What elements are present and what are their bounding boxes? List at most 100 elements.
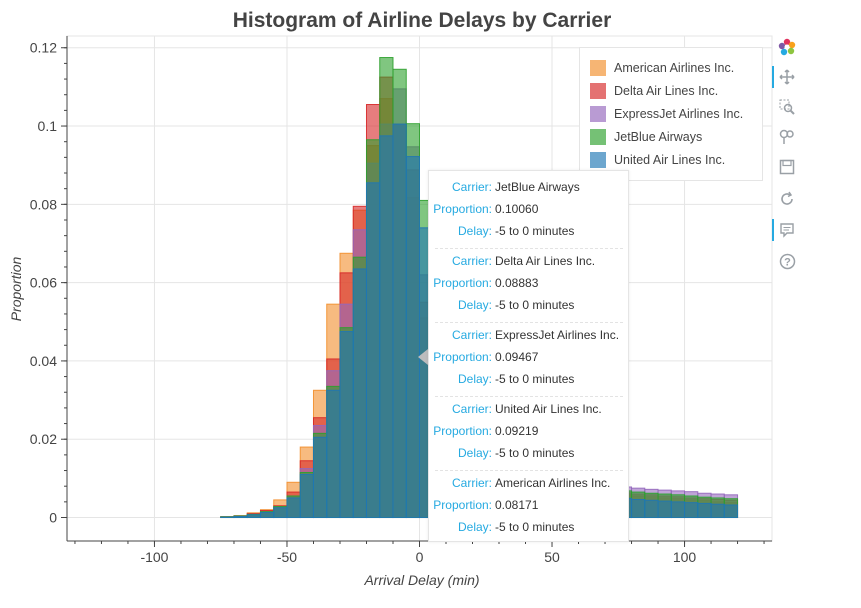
tooltip-separator <box>435 470 623 471</box>
tooltip-carrier: Delta Air Lines Inc. <box>495 254 596 268</box>
legend: American Airlines Inc. Delta Air Lines I… <box>579 47 763 181</box>
bar[interactable] <box>644 499 659 519</box>
bar[interactable] <box>233 515 248 519</box>
bar[interactable] <box>273 507 288 519</box>
tooltip-key: Delay: <box>457 372 492 386</box>
y-tick-label: 0 <box>49 510 57 526</box>
bar[interactable] <box>339 331 354 519</box>
bar[interactable] <box>631 499 646 519</box>
x-tick-label: 0 <box>416 549 424 565</box>
bar[interactable] <box>312 436 328 519</box>
x-tick-label: -100 <box>140 549 168 565</box>
wheel-zoom-icon[interactable] <box>772 126 802 148</box>
legend-item-jetblue[interactable]: JetBlue Airways <box>590 127 702 147</box>
legend-swatch <box>590 83 606 99</box>
legend-swatch <box>590 106 606 122</box>
hover-icon[interactable] <box>772 219 802 241</box>
bar[interactable] <box>326 389 341 519</box>
tooltip-key: Proportion: <box>433 424 492 438</box>
pan-icon[interactable] <box>772 66 802 88</box>
y-tick-label: 0.08 <box>30 196 57 212</box>
y-tick-label: 0.06 <box>30 275 57 291</box>
tooltip-delay: -5 to 0 minutes <box>495 520 575 534</box>
bar[interactable] <box>657 500 672 519</box>
tooltip-row: Delay: -5 to 0 minutes <box>429 371 628 387</box>
axes: 0 0.02 0.04 0.06 0.08 0.1 0.12 -100 -50 0 50 100 <box>30 36 772 565</box>
tooltip-row: Carrier: ExpressJet Airlines Inc. <box>429 327 628 343</box>
save-icon[interactable] <box>772 156 802 178</box>
legend-label: JetBlue Airways <box>614 130 703 144</box>
x-tick-label: 100 <box>673 549 697 565</box>
tooltip-carrier: United Air Lines Inc. <box>495 402 602 416</box>
tooltip-pointer <box>418 349 428 365</box>
bar[interactable] <box>352 268 367 519</box>
bar[interactable] <box>670 501 686 519</box>
bar[interactable] <box>286 497 301 519</box>
box-zoom-icon[interactable] <box>772 96 802 118</box>
tooltip-delay: -5 to 0 minutes <box>495 372 575 386</box>
bar[interactable] <box>259 511 275 519</box>
tooltip-key: Proportion: <box>433 498 492 512</box>
bar[interactable] <box>365 182 381 519</box>
help-icon[interactable]: ? <box>772 250 802 272</box>
bar[interactable] <box>684 502 699 519</box>
tooltip-key: Proportion: <box>433 202 492 216</box>
tooltip-key: Delay: <box>457 520 492 534</box>
tooltip-row: Proportion: 0.08883 <box>429 275 628 291</box>
y-tick-label: 0.1 <box>38 118 58 134</box>
legend-swatch <box>590 60 606 76</box>
tooltip-key: Delay: <box>457 446 492 460</box>
tooltip-key: Carrier: <box>451 328 492 342</box>
legend-item-american[interactable]: American Airlines Inc. <box>590 58 734 78</box>
legend-item-delta[interactable]: Delta Air Lines Inc. <box>590 81 718 101</box>
tooltip-key: Proportion: <box>433 276 492 290</box>
bar[interactable] <box>379 135 394 519</box>
tooltip-row: Delay: -5 to 0 minutes <box>429 519 628 535</box>
bar[interactable] <box>710 503 725 519</box>
tooltip-row: Proportion: 0.08171 <box>429 497 628 513</box>
tooltip-key: Carrier: <box>451 180 492 194</box>
bar[interactable] <box>697 502 712 519</box>
tooltip-separator <box>435 322 623 323</box>
bar[interactable] <box>299 473 314 519</box>
bar[interactable] <box>723 504 739 519</box>
tooltip-delay: -5 to 0 minutes <box>495 298 575 312</box>
x-tick-label: -50 <box>277 549 297 565</box>
bar[interactable] <box>246 514 261 519</box>
bar[interactable] <box>392 123 407 519</box>
legend-swatch <box>590 129 606 145</box>
legend-swatch <box>590 152 606 168</box>
tooltip-separator <box>435 396 623 397</box>
y-axis-label: Proportion <box>8 256 24 321</box>
tooltip-row: Carrier: JetBlue Airways <box>429 179 628 195</box>
tooltip-carrier: American Airlines Inc. <box>495 476 611 490</box>
bar[interactable] <box>405 156 420 519</box>
bokeh-logo-icon[interactable] <box>772 36 802 58</box>
tooltip-key: Delay: <box>457 224 492 238</box>
tooltip-delay: -5 to 0 minutes <box>495 446 575 460</box>
tooltip-key: Carrier: <box>451 402 492 416</box>
tooltip-row: Carrier: American Airlines Inc. <box>429 475 628 491</box>
tooltip-proportion: 0.09467 <box>495 350 539 364</box>
tooltip-separator <box>435 248 623 249</box>
tooltip-row: Carrier: United Air Lines Inc. <box>429 401 628 417</box>
tooltip-proportion: 0.08171 <box>495 498 539 512</box>
y-tick-label: 0.12 <box>30 40 57 56</box>
tooltip-key: Proportion: <box>433 350 492 364</box>
chart-title: Histogram of Airline Delays by Carrier <box>233 9 612 32</box>
reset-icon[interactable] <box>772 188 802 210</box>
tooltip-delay: -5 to 0 minutes <box>495 224 575 238</box>
tooltip-row: Delay: -5 to 0 minutes <box>429 223 628 239</box>
tooltip-key: Carrier: <box>451 254 492 268</box>
tooltip-proportion: 0.08883 <box>495 276 539 290</box>
x-tick-label: 50 <box>544 549 560 565</box>
legend-item-expressjet[interactable]: ExpressJet Airlines Inc. <box>590 104 743 124</box>
legend-label: ExpressJet Airlines Inc. <box>614 107 744 121</box>
tooltip-row: Delay: -5 to 0 minutes <box>429 445 628 461</box>
tooltip-carrier: JetBlue Airways <box>495 180 580 194</box>
tooltip-row: Delay: -5 to 0 minutes <box>429 297 628 313</box>
tooltip-row: Proportion: 0.09467 <box>429 349 628 365</box>
legend-item-united[interactable]: United Air Lines Inc. <box>590 150 725 170</box>
tooltip-key: Carrier: <box>451 476 492 490</box>
tooltip-carrier: ExpressJet Airlines Inc. <box>495 328 620 342</box>
